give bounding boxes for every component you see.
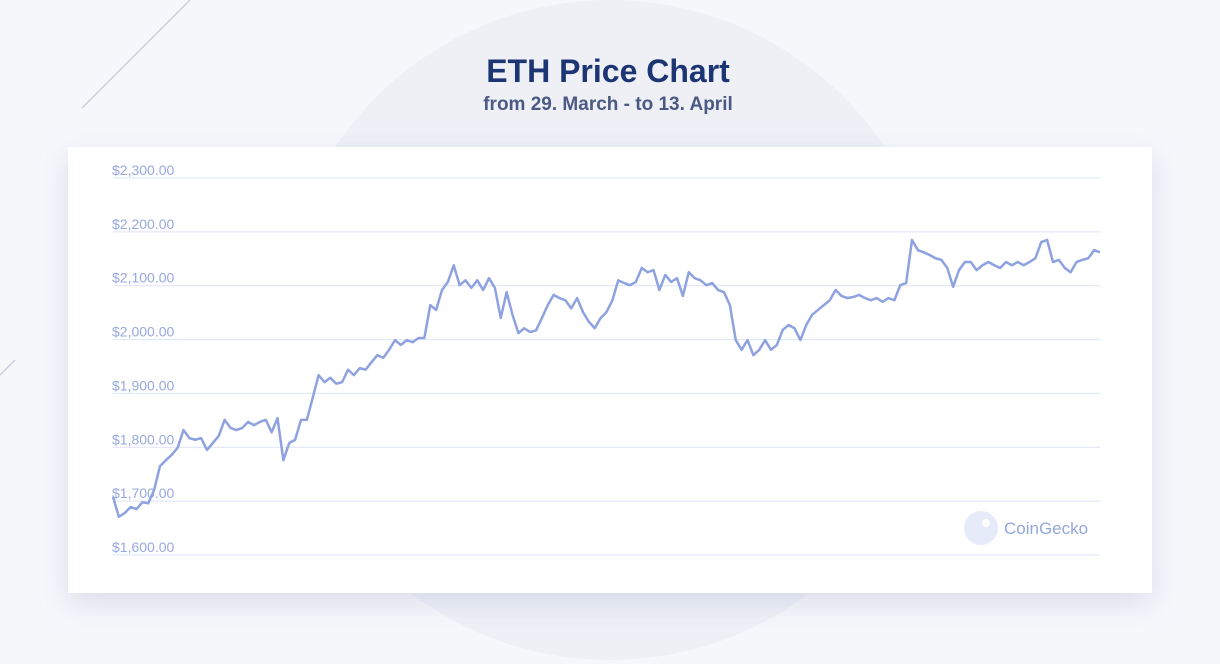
y-tick-label: $1,600.00 xyxy=(112,539,174,555)
decor-line xyxy=(0,359,16,376)
y-tick-label: $1,800.00 xyxy=(112,431,174,447)
y-tick-label: $1,900.00 xyxy=(112,377,174,393)
y-tick-label: $2,000.00 xyxy=(112,324,174,340)
decor-line xyxy=(81,0,191,109)
y-tick-label: $2,100.00 xyxy=(112,270,174,286)
y-tick-label: $2,300.00 xyxy=(112,162,174,178)
y-tick-label: $1,700.00 xyxy=(112,485,174,501)
price-line xyxy=(111,238,1101,519)
watermark: CoinGecko xyxy=(1004,519,1088,538)
logo xyxy=(964,511,998,545)
y-tick-label: $2,200.00 xyxy=(112,216,174,232)
chart-subtitle: from 29. March - to 13. April xyxy=(483,94,733,115)
logo-eye xyxy=(982,519,990,527)
chart-title: ETH Price Chart xyxy=(486,53,730,89)
